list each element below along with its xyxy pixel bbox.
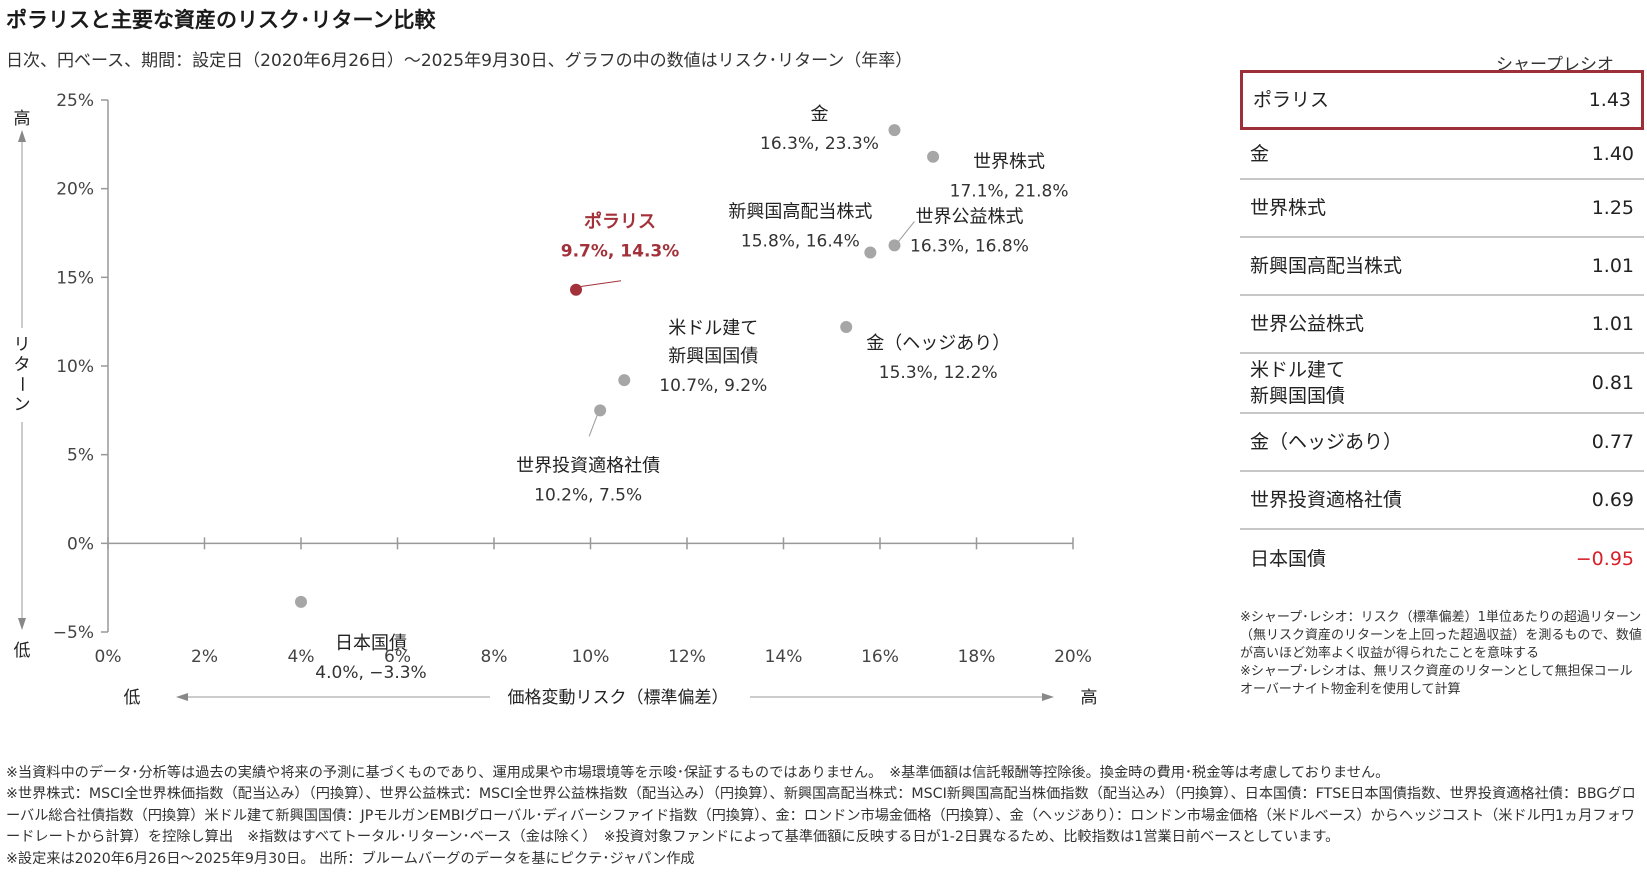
- y-axis-label-char: リ: [14, 335, 31, 355]
- x-tick-label: 2%: [191, 647, 218, 667]
- point-value-label: 10.2%, 7.5%: [534, 485, 642, 505]
- point-value-label: 15.3%, 12.2%: [879, 363, 998, 383]
- point-value-label: 10.7%, 9.2%: [659, 376, 767, 396]
- x-tick-label: 16%: [861, 647, 899, 667]
- data-point: [840, 320, 853, 333]
- sharpe-row-value: −0.95: [1575, 548, 1634, 570]
- data-point: [927, 150, 940, 163]
- sharpe-note-text: ※シャープ･レシオ：リスク（標準偏差）1単位あたりの超過リターン（無リスク資産の…: [1240, 610, 1642, 697]
- sharpe-row: 米ドル建て 新興国国債 0.81: [1240, 354, 1644, 414]
- y-axis-label-char: タ: [14, 355, 31, 375]
- footnote: ※当資料中のデータ･分析等は過去の実績や将来の予測に基づくものであり、運用成果や…: [6, 765, 1390, 781]
- point-value-label: 17.1%, 21.8%: [950, 182, 1069, 202]
- sharpe-row-value: 1.25: [1591, 197, 1634, 219]
- x-tick-label: 0%: [95, 647, 122, 667]
- sharpe-row-name: 世界投資適格社債: [1250, 489, 1403, 511]
- data-point: [295, 595, 307, 608]
- point-name-label: ポラリス: [584, 211, 656, 233]
- sharpe-row-value: 1.40: [1591, 143, 1634, 165]
- sharpe-row-value: 0.77: [1591, 431, 1634, 453]
- y-tick-label: 10%: [56, 357, 94, 377]
- footnote: ※世界株式：MSCI全世界株価指数（配当込み）（円換算）、世界公益株式：MSCI…: [6, 786, 1636, 846]
- sharpe-row: 日本国債 −0.95: [1240, 530, 1644, 588]
- data-point: [570, 283, 583, 296]
- page-subtitle: 日次、円ベース、期間：設定日（2020年6月26日）～2025年9月30日、グラ…: [6, 51, 913, 71]
- point-name-label: 新興国高配当株式: [728, 202, 872, 223]
- point-name-label: 新興国国債: [668, 346, 758, 367]
- point-name-label: 日本国債: [335, 633, 407, 654]
- sharpe-ratio-note: ※シャープ･レシオ：リスク（標準偏差）1単位あたりの超過リターン（無リスク資産の…: [1240, 609, 1645, 699]
- sharpe-row: ポラリス 1.43: [1240, 70, 1644, 130]
- x-tick-label: 4%: [288, 647, 315, 667]
- sharpe-row-name: 日本国債: [1250, 548, 1327, 570]
- x-tick-label: 18%: [958, 647, 996, 667]
- x-axis-high-label: 高: [1081, 688, 1098, 708]
- data-point: [864, 246, 877, 259]
- point-value-label: 15.8%, 16.4%: [741, 232, 860, 252]
- point-name-label: 金: [810, 104, 828, 125]
- point-name-label: 世界投資適格社債: [516, 455, 660, 476]
- page-title: ポラリスと主要な資産のリスク･リターン比較: [6, 8, 436, 32]
- sharpe-row-name: 新興国高配当株式: [1250, 255, 1403, 277]
- y-tick-label: 0%: [67, 534, 94, 554]
- sharpe-row-name: 世界公益株式: [1250, 313, 1365, 335]
- sharpe-row-name: 金（ヘッジあり）: [1250, 431, 1403, 453]
- sharpe-row-name: ポラリス: [1253, 89, 1330, 111]
- x-tick-label: 20%: [1054, 647, 1092, 667]
- sharpe-row-value: 1.01: [1591, 313, 1634, 335]
- sharpe-row-value: 0.69: [1591, 489, 1634, 511]
- data-point: [888, 124, 901, 137]
- point-value-label: 4.0%, −3.3%: [315, 663, 426, 683]
- y-tick-label: −5%: [53, 623, 94, 643]
- y-tick-label: 25%: [56, 91, 94, 111]
- x-axis-low-label: 低: [124, 688, 141, 708]
- y-tick-label: 20%: [56, 180, 94, 200]
- point-value-label: 16.3%, 23.3%: [760, 134, 879, 154]
- sharpe-row: 世界公益株式 1.01: [1240, 296, 1644, 354]
- y-axis-label-char: ン: [14, 395, 31, 415]
- y-axis-label-char: ー: [11, 376, 31, 393]
- sharpe-row-value: 1.43: [1588, 89, 1631, 111]
- leader-line: [898, 221, 915, 242]
- y-tick-label: 5%: [67, 446, 94, 466]
- point-name-label: 世界公益株式: [915, 206, 1023, 227]
- risk-return-scatter-chart: −5%0%5%10%15%20%25%0% 2% 4% 6% 8% 10% 12% 14% 16…: [11, 91, 1098, 708]
- x-axis-arrow-left-head: [176, 693, 188, 701]
- sharpe-row: 金（ヘッジあり） 0.77: [1240, 414, 1644, 472]
- point-value-label: 16.3%, 16.8%: [910, 236, 1029, 256]
- leader-line: [588, 415, 598, 437]
- sharpe-row-value: 1.01: [1591, 255, 1634, 277]
- sharpe-row: 新興国高配当株式 1.01: [1240, 238, 1644, 296]
- sharpe-row-name: 金: [1250, 143, 1270, 165]
- x-tick-label: 14%: [765, 647, 803, 667]
- y-axis-arrow-down-head: [18, 618, 26, 630]
- data-point: [594, 404, 607, 417]
- sharpe-row-value: 0.81: [1591, 372, 1634, 394]
- footnotes: ※当資料中のデータ･分析等は過去の実績や将来の予測に基づくものであり、運用成果や…: [6, 763, 1644, 870]
- y-tick-label: 15%: [56, 268, 94, 288]
- y-axis-low-label: 低: [14, 641, 31, 661]
- y-axis-arrow-up-head: [18, 130, 26, 142]
- footnote: ※設定来は2020年6月26日～2025年9月30日。 出所：ブルームバーグのデ…: [6, 850, 695, 867]
- x-tick-label: 6%: [384, 647, 411, 667]
- y-axis-high-label: 高: [14, 109, 31, 129]
- sharpe-row-name: 世界株式: [1250, 197, 1327, 219]
- x-tick-label: 8%: [481, 647, 508, 667]
- sharpe-row-name: 米ドル建て 新興国国債: [1250, 359, 1346, 407]
- sharpe-row: 金 1.40: [1240, 130, 1644, 180]
- leader-line: [578, 280, 622, 288]
- data-point: [888, 239, 901, 252]
- x-tick-label: 12%: [668, 647, 706, 667]
- data-point: [618, 374, 631, 387]
- point-value-label: 9.7%, 14.3%: [561, 242, 680, 262]
- sharpe-ratio-table: ポラリス 1.43 金 1.40 世界株式 1.25 新興国高配当株式 1.01 世界公益株式 1…: [1240, 70, 1644, 588]
- sharpe-row: 世界投資適格社債 0.69: [1240, 472, 1644, 530]
- x-axis-arrow-right-head: [1042, 693, 1054, 701]
- x-axis-label: 価格変動リスク（標準偏差）: [508, 688, 729, 708]
- point-name-label: 米ドル建て: [668, 318, 758, 339]
- x-tick-label: 10%: [572, 647, 610, 667]
- point-name-label: 世界株式: [973, 152, 1045, 173]
- point-name-label: 金（ヘッジあり）: [866, 333, 1010, 354]
- sharpe-row: 世界株式 1.25: [1240, 180, 1644, 238]
